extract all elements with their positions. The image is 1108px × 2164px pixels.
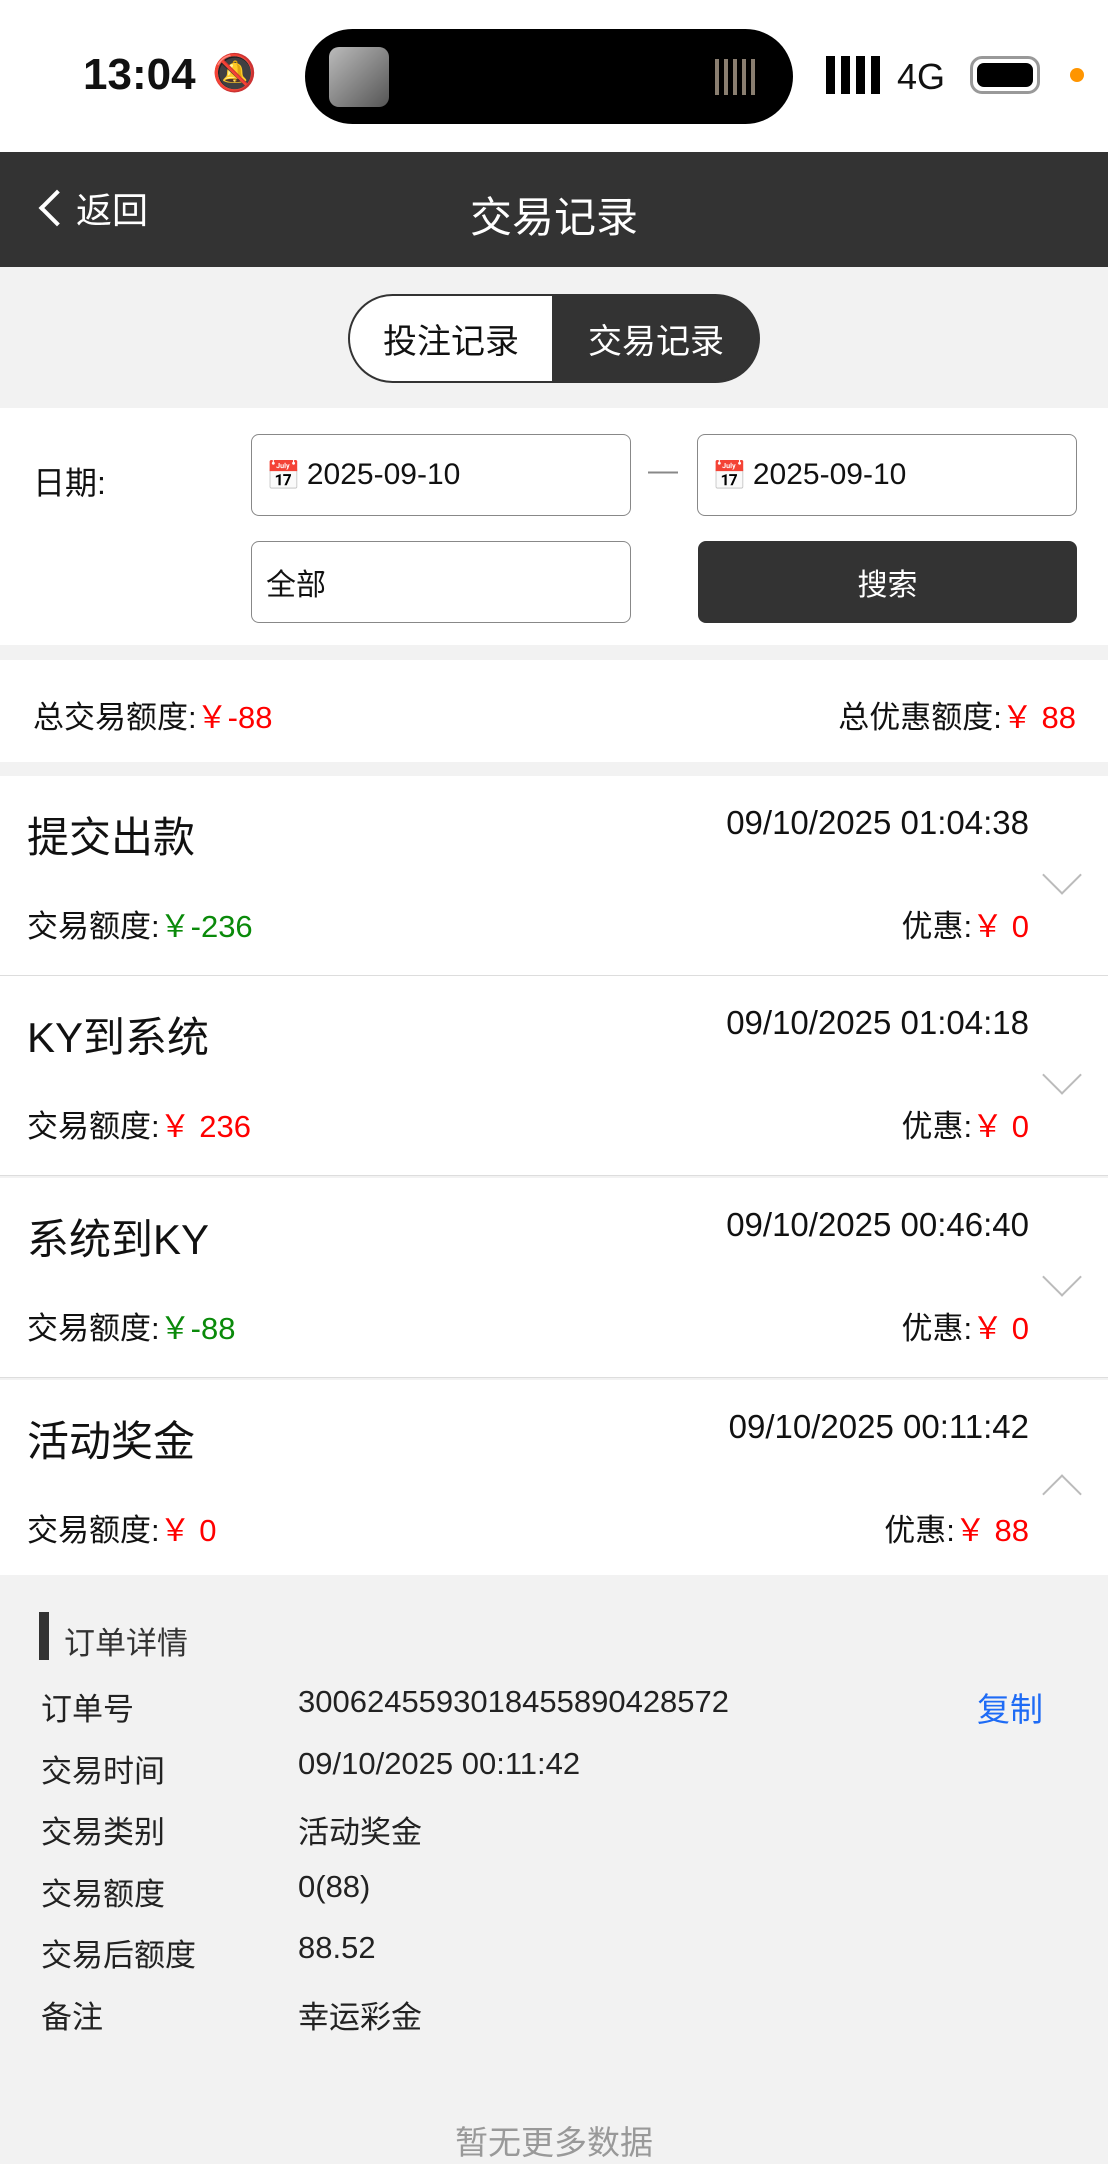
privacy-dot xyxy=(1070,68,1084,82)
type-select[interactable]: 全部 xyxy=(251,541,631,623)
record-title: 活动奖金 xyxy=(27,1418,196,1465)
detail-value: 88.52 xyxy=(298,1930,376,1965)
chevron-down-icon[interactable] xyxy=(1042,1257,1082,1297)
detail-label: 交易后额度 xyxy=(41,1938,196,1973)
bonus-label: 优惠: xyxy=(901,1311,973,1346)
amount-label: 交易额度: xyxy=(27,1513,160,1548)
status-time: 13:04 xyxy=(83,50,196,99)
detail-value: 09/10/2025 00:11:42 xyxy=(298,1745,581,1781)
search-button[interactable]: 搜索 xyxy=(698,541,1077,623)
media-thumbnail-icon xyxy=(329,47,389,107)
detail-value: 活动奖金 xyxy=(298,1815,422,1850)
status-bar: 13:04 🔕 4G xyxy=(0,0,1108,152)
calendar-icon: 📅 xyxy=(712,459,747,491)
waveform-icon xyxy=(715,59,755,95)
calendar-icon: 📅 xyxy=(266,459,301,491)
dynamic-island xyxy=(305,29,793,124)
amount-value: ￥ 236 xyxy=(159,1109,251,1144)
detail-label: 订单号 xyxy=(41,1692,134,1727)
record-title: 系统到KY xyxy=(27,1216,210,1263)
bell-muted-icon: 🔕 xyxy=(212,52,257,93)
battery-icon xyxy=(970,56,1040,94)
detail-value: 3006245593018455890428572 xyxy=(298,1684,730,1719)
tab-switcher: 投注记录 交易记录 xyxy=(0,267,1108,408)
bonus-label: 优惠: xyxy=(884,1513,955,1548)
record-datetime: 09/10/2025 00:11:42 xyxy=(728,1408,1029,1445)
amount-label: 交易额度: xyxy=(27,1311,160,1346)
total-label: 总交易额度: xyxy=(33,700,197,735)
record-datetime: 09/10/2025 01:04:38 xyxy=(726,804,1029,841)
bonus-value: ￥ 0 xyxy=(972,909,1029,944)
amount-value: ￥-88 xyxy=(159,1311,236,1346)
detail-value: 0(88) xyxy=(298,1868,371,1904)
record-row[interactable]: 系统到KY 09/10/2025 00:46:40 交易额度:￥-88 优惠:￥… xyxy=(0,1178,1108,1378)
amount-label: 交易额度: xyxy=(27,909,160,944)
end-date-input[interactable]: 📅 2025-09-10 xyxy=(697,434,1077,516)
chevron-down-icon[interactable] xyxy=(1042,855,1082,895)
total-value: ￥-88 xyxy=(196,700,273,735)
amount-label: 交易额度: xyxy=(27,1109,160,1144)
detail-heading: 订单详情 xyxy=(64,1626,188,1661)
record-row[interactable]: 提交出款 09/10/2025 01:04:38 交易额度:￥-236 优惠:￥… xyxy=(0,776,1108,976)
amount-value: ￥-236 xyxy=(159,909,253,944)
record-row[interactable]: KY到系统 09/10/2025 01:04:18 交易额度:￥ 236 优惠:… xyxy=(0,976,1108,1176)
bonus-total-value: ￥ 88 xyxy=(1001,700,1076,735)
page-title: 交易记录 xyxy=(469,194,638,241)
start-date-value: 2025-09-10 xyxy=(306,458,461,491)
network-label: 4G xyxy=(897,56,946,97)
heading-accent-bar xyxy=(39,1612,49,1660)
tab-transaction-records[interactable]: 交易记录 xyxy=(552,294,760,383)
back-label: 返回 xyxy=(76,190,149,231)
bonus-value: ￥ 0 xyxy=(972,1109,1029,1144)
date-separator: — xyxy=(648,454,678,487)
filter-panel: 日期: 📅 2025-09-10 — 📅 2025-09-10 全部 搜索 xyxy=(0,408,1108,645)
start-date-input[interactable]: 📅 2025-09-10 xyxy=(251,434,631,516)
bonus-label: 优惠: xyxy=(901,1109,973,1144)
end-date-value: 2025-09-10 xyxy=(752,458,907,491)
chevron-up-icon[interactable] xyxy=(1042,1474,1082,1514)
detail-value: 幸运彩金 xyxy=(298,1999,422,2035)
bonus-value: ￥ 88 xyxy=(954,1513,1029,1548)
back-button[interactable]: 返回 xyxy=(36,182,148,234)
record-datetime: 09/10/2025 01:04:18 xyxy=(726,1004,1029,1041)
bonus-value: ￥ 0 xyxy=(972,1311,1029,1346)
bonus-total-label: 总优惠额度: xyxy=(838,700,1002,735)
order-detail-panel: 订单详情 订单号 3006245593018455890428572 交易时间 09/… xyxy=(0,1571,1108,2161)
detail-label: 交易额度 xyxy=(41,1876,165,1912)
date-label: 日期: xyxy=(33,465,106,501)
nav-bar: 返回 交易记录 xyxy=(0,152,1108,267)
signal-icon xyxy=(826,56,880,94)
record-title: KY到系统 xyxy=(27,1014,210,1061)
summary-bar: 总交易额度:￥-88 总优惠额度:￥ 88 xyxy=(0,660,1108,762)
record-row[interactable]: 活动奖金 09/10/2025 00:11:42 交易额度:￥ 0 优惠:￥ 8… xyxy=(0,1380,1108,1575)
detail-label: 交易类别 xyxy=(41,1815,165,1850)
chevron-down-icon[interactable] xyxy=(1042,1055,1082,1095)
amount-value: ￥ 0 xyxy=(159,1513,217,1548)
bonus-label: 优惠: xyxy=(901,909,973,944)
detail-label: 备注 xyxy=(41,1999,103,2035)
tab-bet-records[interactable]: 投注记录 xyxy=(348,294,554,383)
record-title: 提交出款 xyxy=(27,814,196,861)
copy-button[interactable]: 复制 xyxy=(977,1691,1043,1728)
detail-label: 交易时间 xyxy=(41,1753,165,1789)
record-datetime: 09/10/2025 00:46:40 xyxy=(726,1206,1029,1243)
no-more-data: 暂无更多数据 xyxy=(455,2124,653,2161)
